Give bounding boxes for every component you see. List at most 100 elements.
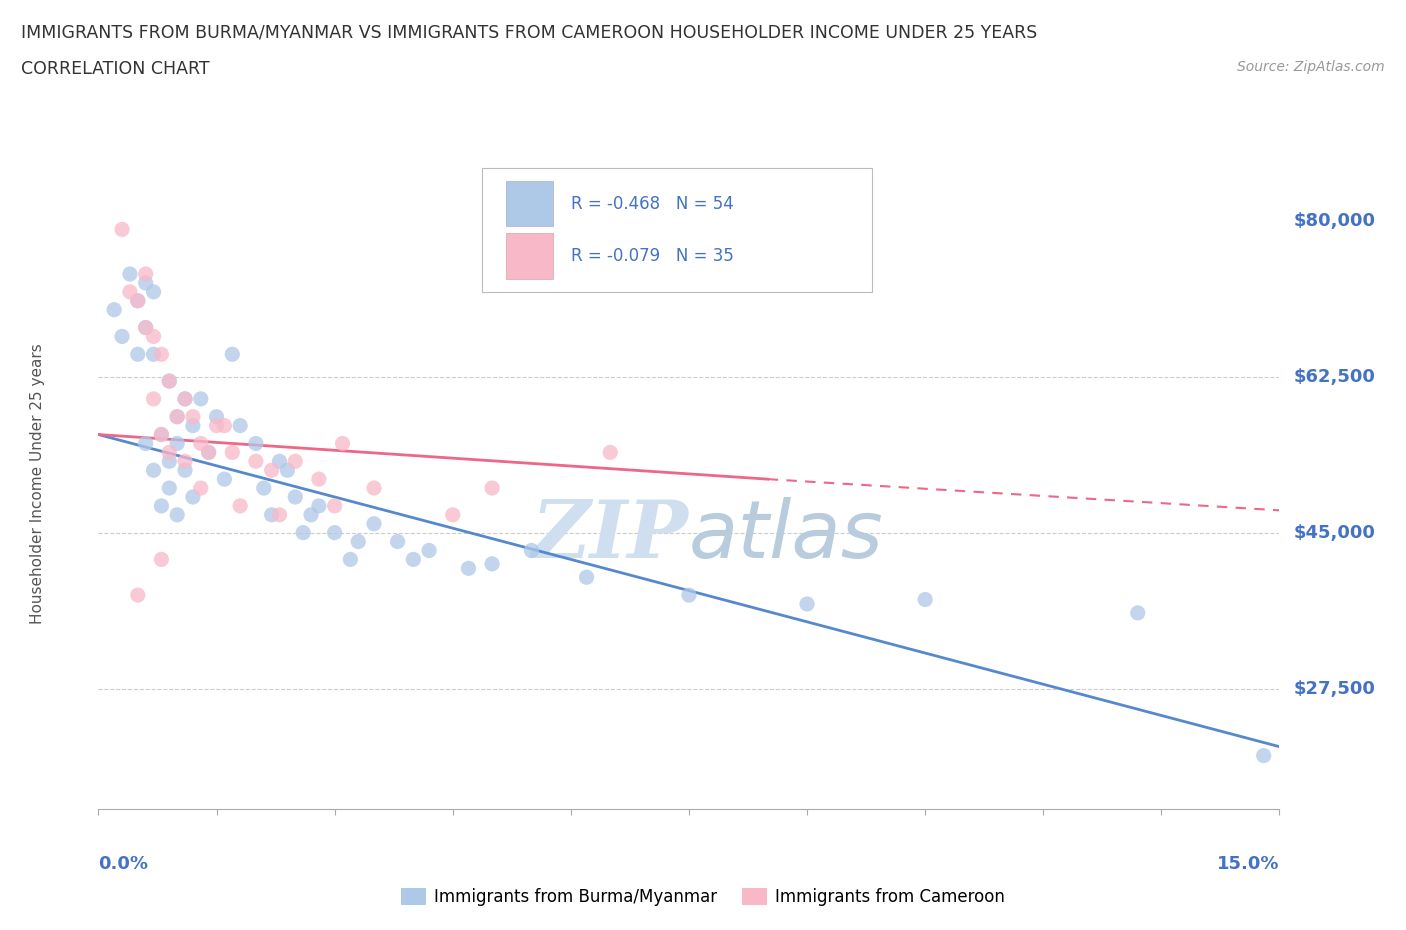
Text: R = -0.079   N = 35: R = -0.079 N = 35 <box>571 246 734 265</box>
Point <box>332 436 354 451</box>
Text: Source: ZipAtlas.com: Source: ZipAtlas.com <box>1237 60 1385 74</box>
Point <box>214 472 236 486</box>
Point <box>174 392 197 406</box>
Point <box>1126 605 1149 620</box>
Point <box>142 392 165 406</box>
Point <box>197 445 219 459</box>
Point <box>520 543 543 558</box>
Point <box>229 498 252 513</box>
Point <box>363 481 385 496</box>
Point <box>260 463 283 478</box>
Point <box>127 293 149 308</box>
Text: $62,500: $62,500 <box>1294 367 1375 386</box>
Point <box>245 454 267 469</box>
Point <box>347 534 370 549</box>
Point <box>221 445 243 459</box>
Point <box>387 534 409 549</box>
Point <box>205 409 228 424</box>
Point <box>181 409 204 424</box>
Point <box>323 498 346 513</box>
Point <box>166 409 188 424</box>
Point <box>157 374 180 389</box>
Point <box>229 418 252 433</box>
Point <box>796 596 818 611</box>
Point <box>323 525 346 540</box>
Point <box>174 463 197 478</box>
Point <box>181 418 204 433</box>
Point <box>205 418 228 433</box>
Point <box>142 463 165 478</box>
Point <box>127 347 149 362</box>
Point <box>284 489 307 504</box>
Bar <box>506 233 553 279</box>
Text: $45,000: $45,000 <box>1294 524 1375 541</box>
Point <box>914 592 936 607</box>
Text: 0.0%: 0.0% <box>98 855 149 872</box>
Point <box>174 392 197 406</box>
Point <box>402 552 425 567</box>
Point <box>1253 748 1275 763</box>
Point <box>253 481 276 496</box>
Point <box>150 347 173 362</box>
Point <box>142 285 165 299</box>
Point <box>190 481 212 496</box>
Point <box>118 267 141 282</box>
Point <box>150 552 173 567</box>
FancyBboxPatch shape <box>482 168 872 292</box>
Point <box>150 498 173 513</box>
Text: $80,000: $80,000 <box>1294 211 1375 230</box>
Point <box>190 392 212 406</box>
Text: CORRELATION CHART: CORRELATION CHART <box>21 60 209 78</box>
Point <box>197 445 219 459</box>
Point <box>599 445 621 459</box>
Point <box>260 508 283 523</box>
Point <box>142 347 165 362</box>
Point <box>481 556 503 571</box>
Point <box>214 418 236 433</box>
Point <box>135 275 157 290</box>
Point <box>308 472 330 486</box>
Point <box>457 561 479 576</box>
Point <box>166 436 188 451</box>
Point <box>135 320 157 335</box>
Point <box>118 285 141 299</box>
Point <box>157 374 180 389</box>
Point <box>142 329 165 344</box>
Point <box>166 409 188 424</box>
Point <box>339 552 361 567</box>
Point <box>157 481 180 496</box>
Point <box>135 267 157 282</box>
Point <box>157 445 180 459</box>
Point <box>481 481 503 496</box>
Point <box>575 570 598 585</box>
Point <box>111 222 134 237</box>
Point <box>127 588 149 603</box>
Bar <box>506 181 553 227</box>
Point <box>276 463 298 478</box>
Point <box>111 329 134 344</box>
Text: R = -0.468   N = 54: R = -0.468 N = 54 <box>571 194 734 213</box>
Point <box>269 508 291 523</box>
Point <box>678 588 700 603</box>
Point <box>166 508 188 523</box>
Point <box>221 347 243 362</box>
Point <box>174 454 197 469</box>
Point <box>284 454 307 469</box>
Point <box>245 436 267 451</box>
Text: 15.0%: 15.0% <box>1218 855 1279 872</box>
Point <box>308 498 330 513</box>
Point <box>135 320 157 335</box>
Text: $27,500: $27,500 <box>1294 680 1375 698</box>
Point <box>363 516 385 531</box>
Point <box>441 508 464 523</box>
Point <box>150 427 173 442</box>
Text: IMMIGRANTS FROM BURMA/MYANMAR VS IMMIGRANTS FROM CAMEROON HOUSEHOLDER INCOME UND: IMMIGRANTS FROM BURMA/MYANMAR VS IMMIGRA… <box>21 23 1038 41</box>
Text: Householder Income Under 25 years: Householder Income Under 25 years <box>30 343 45 624</box>
Point <box>103 302 125 317</box>
Point <box>127 293 149 308</box>
Point <box>292 525 315 540</box>
Point <box>150 427 173 442</box>
Point <box>269 454 291 469</box>
Point <box>299 508 322 523</box>
Point <box>157 454 180 469</box>
